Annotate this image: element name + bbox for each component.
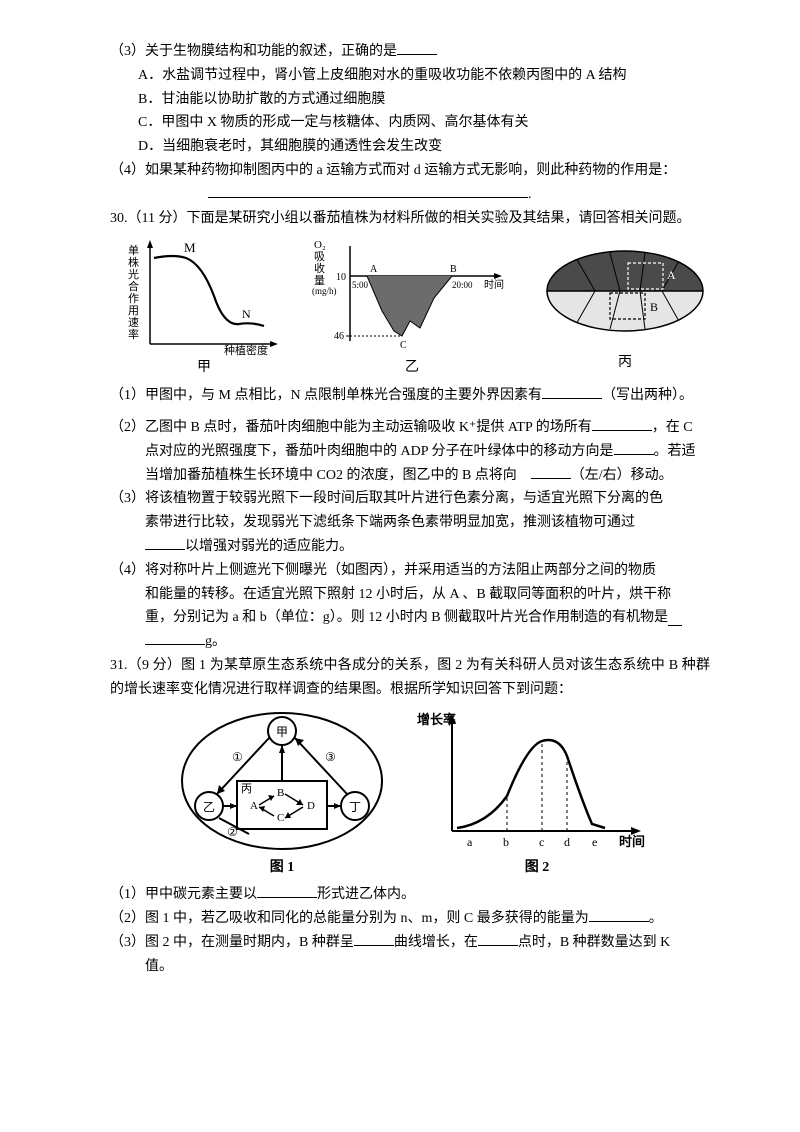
blank[interactable] — [145, 535, 185, 550]
svg-text:速: 速 — [128, 316, 139, 329]
label-M: M — [184, 240, 196, 255]
svg-text:株: 株 — [128, 255, 139, 269]
chart-fig2: 增长率 时间 a b c d e — [417, 706, 657, 856]
q29-4-blank: . — [110, 183, 710, 207]
svg-text:a: a — [467, 835, 473, 849]
q30-3b: 素带进行比较，发现弱光下滤纸条下端两条色素带明显加宽，推测该植物可通过 — [110, 511, 710, 535]
q30-figures: 单 株 光 合 作 用 速 率 M N 种植密度 甲 O₂ 吸 收 量 (mg/… — [124, 236, 710, 380]
svg-text:丁: 丁 — [349, 800, 361, 814]
fig-bing: A B 丙 — [540, 241, 710, 375]
blank[interactable] — [478, 931, 518, 946]
q30-4d: g。 — [110, 630, 710, 654]
blank[interactable] — [145, 630, 205, 645]
svg-text:e: e — [592, 835, 597, 849]
svg-text:(mg/h): (mg/h) — [312, 286, 337, 296]
svg-text:A: A — [250, 800, 258, 812]
q29-3-stem: （3）关于生物膜结构和功能的叙述，正确的是 — [110, 40, 710, 64]
svg-text:时间: 时间 — [619, 834, 645, 849]
blank[interactable] — [592, 416, 652, 431]
blank[interactable] — [354, 931, 394, 946]
q29-4: （4）如果某种药物抑制图丙中的 a 运输方式而对 d 运输方式无影响，则此种药物… — [110, 159, 710, 183]
q30-4c: 重，分别记为 a 和 b（单位：g）。则 12 小时内 B 侧截取叶片光合作用制… — [110, 606, 710, 630]
svg-text:光: 光 — [128, 267, 139, 281]
svg-text:丙: 丙 — [241, 783, 252, 795]
fig2: 增长率 时间 a b c d e 图 2 — [417, 706, 657, 880]
q31-1: （1）甲中碳元素主要以形式进乙体内。 — [110, 883, 710, 907]
label-B: B — [450, 264, 457, 275]
diagram-fig1: 甲 乙 丁 丙 A B C D ① ③ ② — [177, 706, 387, 856]
q30-3a: （3）将该植物置于较弱光照下一段时间后取其叶片进行色素分离，与适宜光照下分离的色 — [110, 487, 710, 511]
svg-text:b: b — [503, 835, 509, 849]
blank[interactable] — [589, 907, 649, 922]
q30-2c: 当增加番茄植株生长环境中 CO2 的浓度，图乙中的 B 点将向 （左/右）移动。 — [110, 464, 710, 488]
q30-4b: 和能量的转移。在适宜光照下照射 12 小时后，从 A 、B 截取同等面积的叶片，… — [110, 583, 710, 607]
q31-figures: 甲 乙 丁 丙 A B C D ① ③ ② — [124, 706, 710, 880]
x5: 5:00 — [352, 280, 369, 290]
caption-bing: 丙 — [540, 351, 710, 375]
svg-text:③: ③ — [325, 750, 336, 764]
q30-2a: （2）乙图中 B 点时，番茄叶肉细胞中能为主动运输吸收 K⁺提供 ATP 的场所… — [110, 416, 710, 440]
q29-3-C: C．甲图中 X 物质的形成一定与核糖体、内质网、高尔基体有关 — [110, 111, 710, 135]
svg-text:合: 合 — [128, 279, 139, 293]
svg-text:吸: 吸 — [314, 251, 325, 263]
q31-head: 31.（9 分）图 1 为某草原生态系统中各成分的关系，图 2 为有关科研人员对… — [110, 654, 710, 702]
label-N: N — [242, 307, 251, 321]
chart-yi: O₂ 吸 收 量 (mg/h) 10 46 A B C 5:00 20:00 时… — [312, 236, 512, 356]
q31-3b: 值。 — [110, 955, 710, 979]
xlabel: 时间 — [484, 278, 504, 291]
q29-3-A: A．水盐调节过程中，肾小管上皮细胞对水的重吸收功能不依赖丙图中的 A 结构 — [110, 64, 710, 88]
svg-text:乙: 乙 — [203, 800, 215, 814]
svg-text:增长率: 增长率 — [417, 712, 456, 727]
svg-text:D: D — [307, 800, 315, 812]
blank[interactable] — [257, 883, 317, 898]
caption-yi: 乙 — [312, 356, 512, 380]
svg-text:率: 率 — [128, 327, 139, 341]
blank[interactable] — [531, 464, 571, 479]
q30-2b: 点对应的光照强度下，番茄叶肉细胞中的 ADP 分子在叶绿体中的移动方向是。若适 — [110, 440, 710, 464]
svg-text:c: c — [539, 835, 544, 849]
q31-3: （3）图 2 中，在测量时期内，B 种群呈曲线增长，在点时，B 种群数量达到 K — [110, 931, 710, 955]
caption-fig1: 图 1 — [177, 856, 387, 880]
q30-1: （1）甲图中，与 M 点相比，N 点限制单株光合强度的主要外界因素有（写出两种）… — [110, 384, 710, 408]
q30-head: 30.（11 分）下面是某研究小组以番茄植株为材料所做的相关实验及其结果，请回答… — [110, 207, 710, 231]
q30-4a: （4）将对称叶片上侧遮光下侧曝光（如图丙），并采用适当的方法阻止两部分之间的物质 — [110, 559, 710, 583]
leaf-A: A — [667, 268, 676, 282]
chart-jia: 单 株 光 合 作 用 速 率 M N 种植密度 — [124, 236, 284, 356]
svg-text:d: d — [564, 835, 570, 849]
svg-text:作: 作 — [128, 292, 139, 305]
fig-yi: O₂ 吸 收 量 (mg/h) 10 46 A B C 5:00 20:00 时… — [312, 236, 512, 380]
blank[interactable] — [614, 440, 654, 455]
label-C: C — [400, 340, 407, 351]
svg-text:①: ① — [232, 750, 243, 764]
y46: 46 — [334, 331, 344, 342]
caption-fig2: 图 2 — [417, 856, 657, 880]
q30-3c: 以增强对弱光的适应能力。 — [110, 535, 710, 559]
svg-text:收: 收 — [314, 261, 325, 275]
y10: 10 — [336, 272, 346, 283]
blank[interactable] — [208, 183, 528, 198]
caption-jia: 甲 — [124, 356, 284, 380]
svg-text:O₂: O₂ — [314, 239, 326, 251]
q29-3-D: D．当细胞衰老时，其细胞膜的通透性会发生改变 — [110, 135, 710, 159]
blank[interactable] — [397, 40, 437, 55]
fig1: 甲 乙 丁 丙 A B C D ① ③ ② — [177, 706, 387, 880]
svg-text:B: B — [277, 787, 284, 799]
label-A: A — [370, 264, 378, 275]
q29-3-B: B．甘油能以协助扩散的方式通过细胞膜 — [110, 88, 710, 112]
text: （3）关于生物膜结构和功能的叙述，正确的是 — [110, 44, 397, 59]
leaf-bing: A B — [540, 241, 710, 351]
x20: 20:00 — [452, 280, 473, 290]
svg-text:用: 用 — [128, 305, 139, 317]
svg-text:C: C — [277, 812, 284, 824]
svg-text:甲: 甲 — [276, 725, 288, 739]
fig-jia: 单 株 光 合 作 用 速 率 M N 种植密度 甲 — [124, 236, 284, 380]
leaf-B: B — [650, 300, 658, 314]
q31-2: （2）图 1 中，若乙吸收和同化的总能量分别为 n、m，则 C 最多获得的能量为… — [110, 907, 710, 931]
ylabel: 单 — [128, 244, 139, 257]
xlabel: 种植密度 — [224, 343, 268, 356]
blank[interactable] — [542, 384, 602, 399]
